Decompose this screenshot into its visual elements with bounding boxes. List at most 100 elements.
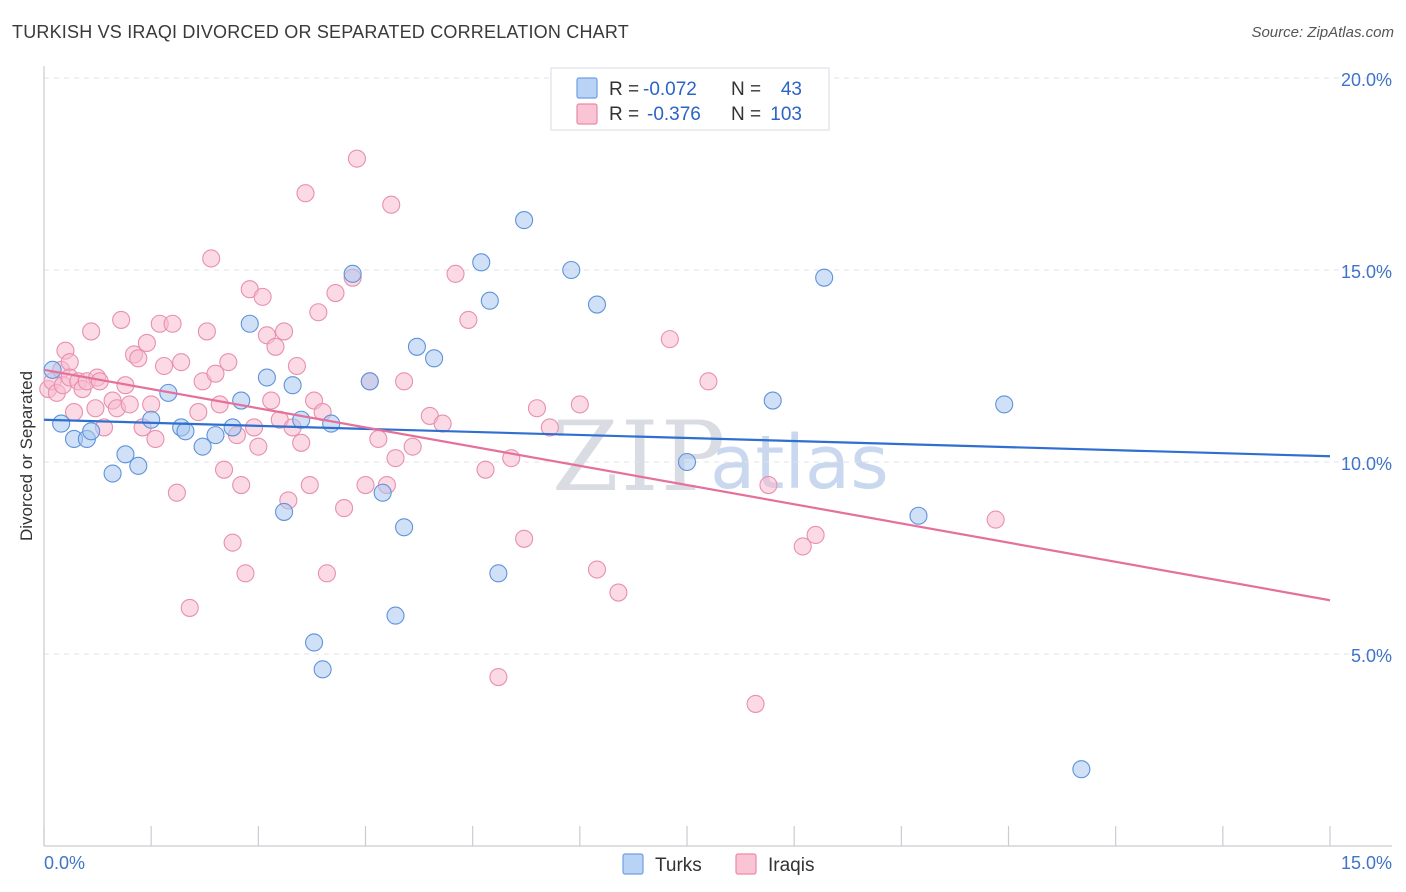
axes: [43, 66, 1392, 847]
watermark-zip: ZIP: [552, 401, 727, 513]
iraqis-point: [197, 322, 216, 341]
iraqis-point: [275, 322, 294, 341]
y-tick-label: 10.0%: [1341, 454, 1392, 474]
iraqis-point: [287, 356, 306, 376]
legend-turks-n-label: N =: [731, 79, 761, 100]
turks-point: [176, 422, 195, 441]
turks-point: [275, 502, 294, 521]
turks-point: [322, 414, 341, 433]
iraqis-point: [459, 310, 478, 329]
iraqis-point: [137, 333, 156, 353]
turks-point: [52, 414, 71, 433]
iraqis-point: [806, 525, 825, 545]
turks-point: [223, 418, 242, 437]
series-legend: Turks Iraqis: [622, 853, 814, 876]
iraqis-point: [300, 475, 319, 495]
iraqis-point: [759, 475, 778, 495]
turks-point: [909, 506, 928, 525]
turks-point: [407, 337, 426, 356]
iraqis-point: [335, 499, 354, 518]
y-tick-labels: 5.0% 10.0% 15.0% 20.0%: [1341, 70, 1392, 666]
iraqis-point: [236, 564, 255, 583]
turks-point: [103, 464, 122, 483]
iraqis-trend-line: [43, 368, 1331, 602]
iraqis-point: [347, 149, 366, 168]
legend-turks-swatch: [576, 77, 598, 99]
legend-iraqis-n-label: N =: [731, 104, 761, 125]
bottom-legend-turks-swatch: [622, 853, 644, 875]
y-tick-label: 15.0%: [1341, 262, 1392, 282]
iraqis-point: [395, 372, 414, 391]
iraqis-point: [129, 349, 148, 368]
iraqis-point: [369, 429, 388, 449]
iraqis-point: [244, 418, 264, 437]
turks-point: [1072, 760, 1091, 779]
turks-point: [995, 395, 1014, 414]
turks-point: [677, 452, 697, 472]
trend-lines: [43, 368, 1331, 602]
iraqis-point: [232, 475, 251, 495]
iraqis-point: [262, 391, 281, 410]
iraqis-point: [206, 364, 225, 383]
legend-iraqis-swatch: [576, 103, 598, 125]
iraqis-point: [403, 437, 422, 456]
turks-point: [425, 349, 444, 368]
x-tick-label-max: 15.0%: [1341, 853, 1392, 873]
watermark-atlas: atlas: [710, 420, 889, 506]
turks-point: [562, 260, 581, 280]
legend-iraqis-r-value: -0.376: [647, 104, 701, 125]
turks-point: [763, 391, 782, 410]
turks-point: [129, 456, 148, 475]
turks-point: [386, 606, 405, 625]
iraqis-point: [433, 414, 452, 433]
iraqis-point: [146, 429, 165, 449]
iraqis-point: [793, 537, 812, 556]
legend-iraqis-n-value: 103: [770, 104, 802, 125]
turks-point: [515, 211, 534, 230]
y-tick-label: 20.0%: [1341, 70, 1392, 90]
iraqis-point: [587, 560, 607, 579]
turks-trend-line: [43, 418, 1331, 458]
iraqis-point: [292, 433, 311, 452]
iraqis-point: [223, 533, 242, 552]
chart-title: TURKISH VS IRAQI DIVORCED OR SEPARATED C…: [12, 22, 629, 42]
iraqis-point: [746, 694, 765, 713]
turks-point: [815, 268, 834, 287]
iraqis-point: [476, 460, 495, 479]
iraqis-point: [172, 353, 191, 372]
legend-turks-r-value: -0.072: [643, 79, 697, 100]
iraqis-point: [386, 449, 405, 468]
y-axis-label: Divorced or Separated: [17, 371, 36, 541]
iraqis-point: [120, 395, 139, 414]
iraqis-point: [142, 395, 161, 414]
iraqis-point: [527, 399, 547, 418]
iraqis-point: [317, 564, 336, 583]
turks-point: [142, 410, 161, 429]
iraqis-point: [986, 510, 1005, 529]
turks-point: [360, 372, 379, 391]
iraqis-point: [253, 287, 272, 306]
iraqis-point: [326, 283, 345, 303]
iraqis-point: [167, 483, 186, 502]
watermark: ZIP atlas: [552, 401, 889, 513]
iraqis-point: [112, 310, 131, 329]
legend-iraqis-r-label: R =: [609, 104, 639, 125]
turks-point: [472, 253, 491, 272]
iraqis-point: [446, 264, 465, 283]
iraqis-point: [660, 330, 679, 349]
iraqis-point: [266, 337, 285, 356]
iraqis-point: [489, 667, 508, 687]
turks-point: [82, 422, 101, 441]
iraqis-point: [356, 475, 375, 495]
turks-point: [193, 437, 212, 456]
y-tick-label: 5.0%: [1351, 646, 1392, 666]
bottom-legend-turks-label: Turks: [655, 855, 702, 876]
turks-point: [395, 518, 414, 537]
turks-point: [480, 291, 499, 310]
iraqis-point: [189, 403, 208, 422]
iraqis-point: [210, 395, 229, 414]
iraqis-point: [86, 399, 105, 418]
turks-point: [489, 564, 508, 583]
iraqis-point: [202, 249, 221, 268]
